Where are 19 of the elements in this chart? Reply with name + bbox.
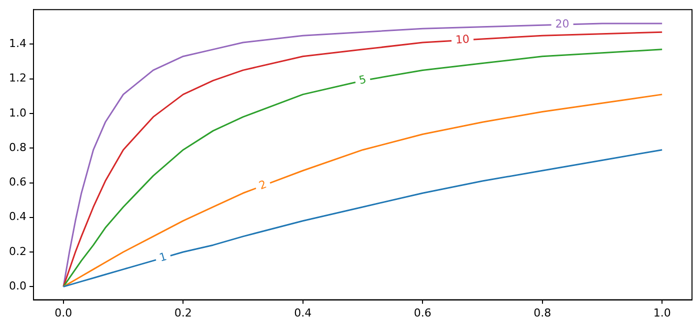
text: 2 xyxy=(257,178,268,192)
x-tick-label: 0.8 xyxy=(534,306,552,320)
y-tick-label: 1.4 xyxy=(8,37,26,50)
x-tick-label: 1.0 xyxy=(653,306,671,320)
x-tick-label: 0.0 xyxy=(54,306,72,320)
series-label: 10 xyxy=(455,32,470,46)
x-tick-label: 0.4 xyxy=(294,306,312,320)
x-tick-label: 0.6 xyxy=(414,306,432,320)
y-tick-label: 0.8 xyxy=(8,140,26,154)
x-tick-label: 0.2 xyxy=(174,306,192,320)
y-tick-label: 0.2 xyxy=(8,244,26,258)
y-tick-label: 1.0 xyxy=(8,106,26,120)
y-tick-label: 0.0 xyxy=(8,280,26,292)
text: 1 xyxy=(158,250,168,264)
series-label: 5 xyxy=(358,72,368,88)
y-tick-label: 1.2 xyxy=(8,72,26,85)
series-label: 20 xyxy=(555,17,570,31)
y-tick-label: 0.4 xyxy=(8,210,26,224)
y-tick-label: 0.6 xyxy=(8,176,26,189)
